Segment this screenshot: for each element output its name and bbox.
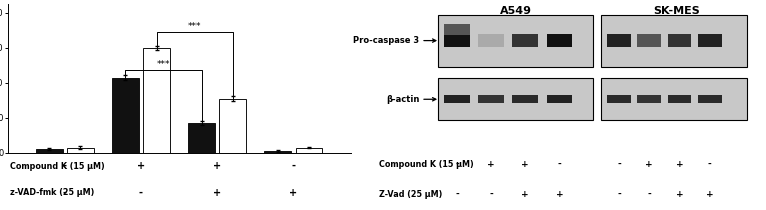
Text: ***: *** <box>188 22 201 31</box>
Text: Pro-caspase 3: Pro-caspase 3 <box>353 36 419 45</box>
Text: +: + <box>706 190 714 199</box>
Text: +: + <box>646 160 653 169</box>
Text: +: + <box>290 188 297 198</box>
Text: -: - <box>63 188 67 198</box>
Bar <box>36 149 63 153</box>
Bar <box>264 151 291 153</box>
Bar <box>607 95 630 103</box>
Text: Compound K (15 μM): Compound K (15 μM) <box>379 160 474 169</box>
Text: +: + <box>522 160 529 169</box>
Bar <box>698 95 722 103</box>
Text: -: - <box>617 160 620 169</box>
Text: +: + <box>487 160 495 169</box>
Text: -: - <box>139 188 143 198</box>
Bar <box>668 34 691 47</box>
Text: +: + <box>137 161 145 171</box>
Text: +: + <box>213 188 221 198</box>
Bar <box>438 79 594 120</box>
Text: +: + <box>555 190 563 199</box>
Bar <box>444 34 470 47</box>
Bar <box>478 95 504 103</box>
Bar <box>220 98 246 153</box>
Text: -: - <box>647 190 651 199</box>
Bar <box>512 95 538 103</box>
Bar <box>607 34 630 47</box>
Bar <box>478 34 504 47</box>
Text: -: - <box>63 161 67 171</box>
Bar <box>601 15 747 67</box>
Text: -: - <box>455 160 459 169</box>
Bar <box>668 95 691 103</box>
Bar <box>444 95 470 103</box>
Text: Compound K (15 μM): Compound K (15 μM) <box>10 161 105 171</box>
Bar <box>188 123 215 153</box>
Bar <box>143 48 170 153</box>
Text: -: - <box>455 190 459 199</box>
Text: z-VAD-fmk (25 μM): z-VAD-fmk (25 μM) <box>10 188 94 197</box>
Text: -: - <box>617 190 620 199</box>
Bar <box>444 24 470 35</box>
Bar <box>438 15 594 67</box>
Bar <box>546 95 572 103</box>
Bar <box>296 147 322 153</box>
Text: +: + <box>213 161 221 171</box>
Text: A549: A549 <box>499 6 532 16</box>
Text: +: + <box>676 160 683 169</box>
Text: SK-MES: SK-MES <box>653 6 700 16</box>
Text: -: - <box>291 161 296 171</box>
Bar <box>637 95 661 103</box>
Text: Z-Vad (25 μM): Z-Vad (25 μM) <box>379 190 443 199</box>
Bar <box>546 34 572 47</box>
Bar <box>67 147 93 153</box>
Text: -: - <box>708 160 712 169</box>
Text: ***: *** <box>157 60 170 69</box>
Bar <box>512 34 538 47</box>
Text: +: + <box>676 190 683 199</box>
Text: β-actin: β-actin <box>386 95 419 104</box>
Bar <box>698 34 722 47</box>
Bar <box>112 78 139 153</box>
Bar <box>637 34 661 47</box>
Text: -: - <box>558 160 561 169</box>
Text: -: - <box>489 190 493 199</box>
Text: +: + <box>522 190 529 199</box>
Bar <box>601 79 747 120</box>
